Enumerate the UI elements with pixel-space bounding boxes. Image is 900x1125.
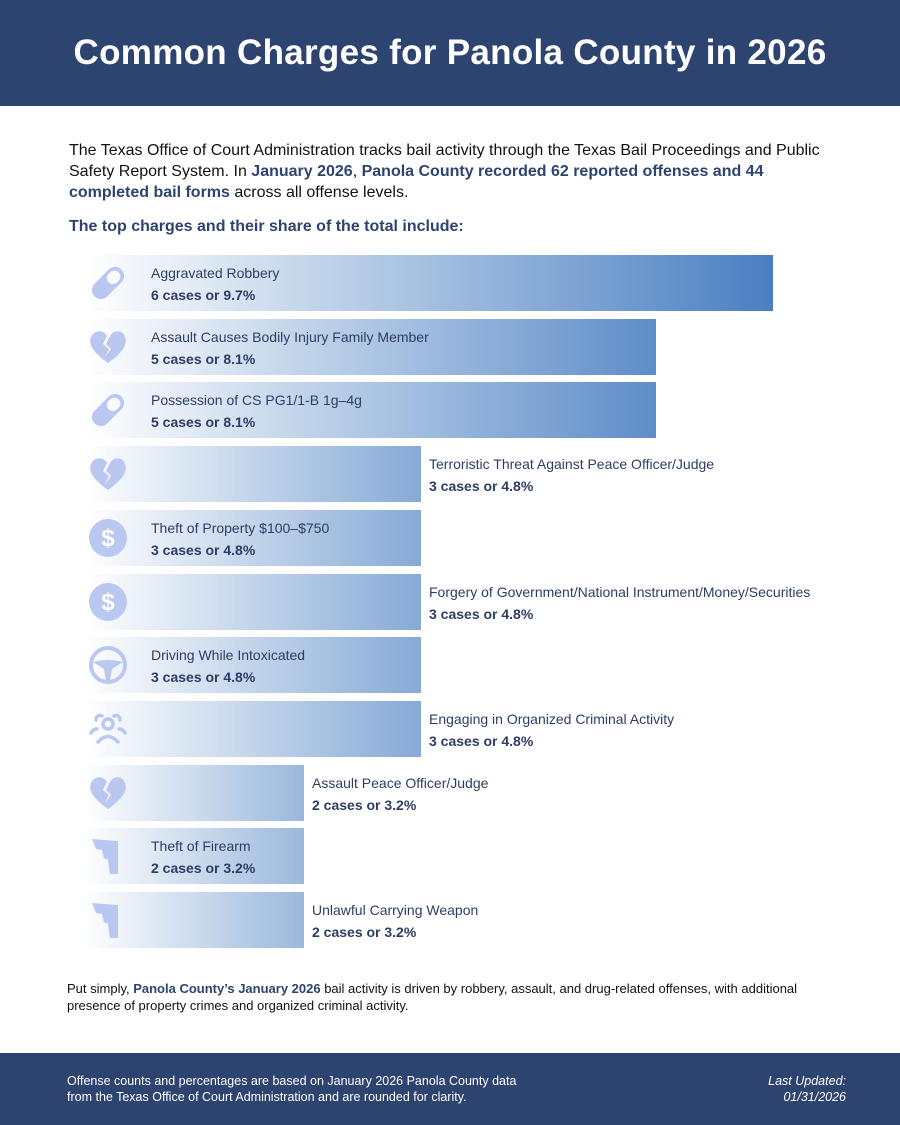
gun-icon <box>88 836 128 876</box>
charge-name: Assault Peace Officer/Judge <box>312 774 489 791</box>
intro-highlight-date: January 2026 <box>251 163 353 180</box>
charge-value: 3 cases or 4.8% <box>429 732 534 749</box>
intro-part: The Texas Office of Court Administration… <box>69 142 820 180</box>
charge-name: Terroristic Threat Against Peace Officer… <box>429 456 715 473</box>
bar <box>84 318 656 375</box>
chart-row: Engaging in Organized Criminal Activity 3… <box>84 700 674 757</box>
dollar-icon: $ <box>88 518 128 558</box>
section-subheading: The top charges and their share of the t… <box>69 218 464 235</box>
header: Common Charges for Panola County in 2026 <box>0 0 900 106</box>
charge-name: Theft of Firearm <box>151 838 251 855</box>
gun-icon <box>88 900 128 940</box>
charge-name: Unlawful Carrying Weapon <box>312 902 479 918</box>
charge-name: Theft of Property $100–$750 <box>151 519 330 536</box>
charge-name: Assault Causes Bodily Injury Family Memb… <box>151 328 429 345</box>
charge-name: Possession of CS PG1/1-B 1g–4g <box>151 392 362 409</box>
charge-name: Forgery of Government/National Instrumen… <box>429 583 811 600</box>
chart-row: Assault Causes Bodily Injury Family Memb… <box>84 318 656 375</box>
bar <box>84 637 421 694</box>
bar-label: Aggravated Robbery 6 cases or 9.7% <box>151 265 279 303</box>
last-updated-date: 01/31/2026 <box>783 1090 846 1104</box>
bar-label: Unlawful Carrying Weapon 2 cases or 3.2% <box>312 902 478 940</box>
bar <box>84 382 656 439</box>
chart-row: $ Forgery of Government/National Instrume… <box>84 573 810 630</box>
charge-value: 5 cases or 8.1% <box>151 414 256 431</box>
closing-part: Put simply, <box>67 981 134 996</box>
footer-note: Offense counts and percentages are based… <box>67 1074 517 1104</box>
chart-row: $ Theft of Property $100–$750 3 cases or 4… <box>84 509 421 566</box>
charge-value: 2 cases or 3.2% <box>151 860 256 877</box>
bar-label: Theft of Firearm 2 cases or 3.2% <box>151 838 255 876</box>
charge-name: Engaging in Organized Criminal Activity <box>429 710 675 727</box>
charge-value: 5 cases or 8.1% <box>151 350 256 367</box>
chart-row: Assault Peace Officer/Judge 2 cases or 3.… <box>84 764 488 821</box>
group-icon <box>88 709 128 749</box>
charge-name: Driving While Intoxicated <box>151 647 306 664</box>
bar-label: Possession of CS PG1/1-B 1g–4g 5 cases or… <box>151 392 362 430</box>
svg-text:$: $ <box>101 525 115 552</box>
intro-part: across all offense levels. <box>229 184 409 201</box>
bar <box>84 892 304 948</box>
pill-icon <box>88 390 128 430</box>
chart-row: Unlawful Carrying Weapon 2 cases or 3.2% <box>84 892 478 948</box>
last-updated-label: Last Updated: <box>768 1074 846 1088</box>
chart-row: Theft of Firearm 2 cases or 3.2% <box>84 828 304 885</box>
bar-label: Assault Causes Bodily Injury Family Memb… <box>151 329 429 367</box>
chart-row: Aggravated Robbery 6 cases or 9.7% <box>84 255 773 311</box>
bar <box>84 828 304 885</box>
charge-value: 3 cases or 4.8% <box>429 605 534 622</box>
bar-label: Engaging in Organized Criminal Activity 3… <box>429 711 674 749</box>
bar <box>84 573 421 630</box>
closing-text: Put simply, Panola County’s January 2026… <box>67 980 847 1014</box>
broken-heart-icon <box>88 773 128 813</box>
chart-row: Possession of CS PG1/1-B 1g–4g 5 cases or… <box>84 382 656 439</box>
broken-heart-icon <box>88 454 128 494</box>
bar <box>84 509 421 566</box>
footer: Offense counts and percentages are based… <box>0 1053 900 1125</box>
dollar-icon: $ <box>88 582 128 622</box>
bar-label: Driving While Intoxicated 3 cases or 4.8% <box>151 647 305 685</box>
bar <box>84 700 421 757</box>
intro-text: The Texas Office of Court Administration… <box>69 140 839 203</box>
intro-highlight-stats: Panola County recorded 62 reported offen… <box>69 163 764 201</box>
charge-value: 3 cases or 4.8% <box>151 669 256 686</box>
svg-text:$: $ <box>101 589 115 616</box>
intro-part: , <box>352 163 362 180</box>
bar-label: Assault Peace Officer/Judge 2 cases or 3.… <box>312 775 488 813</box>
last-updated: Last Updated: 01/31/2026 <box>768 1073 846 1105</box>
pill-icon <box>88 263 128 303</box>
charge-value: 3 cases or 4.8% <box>429 478 534 495</box>
broken-heart-icon <box>88 327 128 367</box>
bar <box>84 255 773 311</box>
chart-row: Driving While Intoxicated 3 cases or 4.8% <box>84 637 421 694</box>
charge-value: 2 cases or 3.2% <box>312 796 417 813</box>
page-title: Common Charges for Panola County in 2026 <box>73 33 827 72</box>
bar <box>84 446 421 503</box>
bar-label: Terroristic Threat Against Peace Officer… <box>429 456 714 494</box>
chart-row: Terroristic Threat Against Peace Officer… <box>84 446 714 503</box>
closing-part: bail activity is driven by robbery, assa… <box>67 981 798 1013</box>
charge-value: 3 cases or 4.8% <box>151 541 256 558</box>
bar-label: Theft of Property $100–$750 3 cases or 4.… <box>151 520 329 558</box>
charge-value: 2 cases or 3.2% <box>312 924 417 940</box>
steering-wheel-icon <box>88 645 128 685</box>
charge-name: Aggravated Robbery <box>151 265 280 281</box>
closing-highlight: Panola County’s January 2026 <box>133 981 321 996</box>
bar-label: Forgery of Government/National Instrumen… <box>429 584 810 622</box>
charge-value: 6 cases or 9.7% <box>151 287 256 303</box>
